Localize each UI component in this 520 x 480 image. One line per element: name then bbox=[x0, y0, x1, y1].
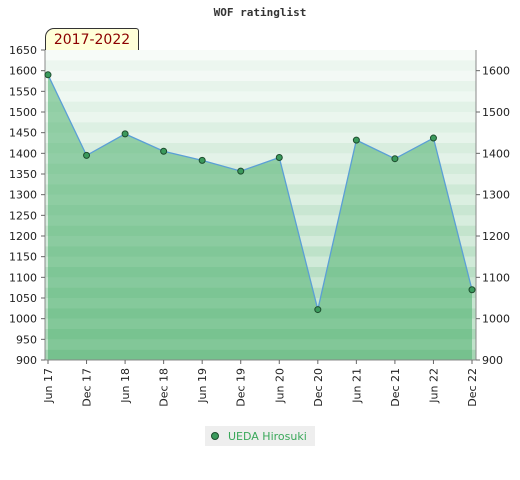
x-tick-label: Jun 17 bbox=[42, 368, 55, 404]
x-tick-label: Dec 21 bbox=[389, 368, 402, 407]
data-point bbox=[391, 155, 399, 163]
left-tick-label: 1450 bbox=[9, 127, 37, 140]
x-tick-label: Dec 17 bbox=[81, 368, 94, 407]
series-line bbox=[47, 74, 473, 310]
data-point bbox=[314, 306, 322, 314]
data-point bbox=[468, 286, 476, 294]
right-tick-label: 1500 bbox=[482, 106, 510, 119]
background-band bbox=[45, 153, 476, 164]
right-tick-label: 1300 bbox=[482, 189, 510, 202]
data-point bbox=[198, 156, 206, 164]
left-tick-label: 1350 bbox=[9, 168, 37, 181]
x-tick-label: Dec 18 bbox=[158, 368, 171, 407]
data-point bbox=[83, 151, 91, 159]
x-tick-label: Dec 20 bbox=[312, 368, 325, 407]
data-point bbox=[44, 71, 52, 79]
left-tick-label: 1500 bbox=[9, 106, 37, 119]
left-tick-label: 950 bbox=[16, 333, 37, 346]
left-tick-label: 1150 bbox=[9, 251, 37, 264]
background-band bbox=[45, 91, 476, 102]
left-tick-label: 1250 bbox=[9, 209, 37, 222]
left-tick-label: 1100 bbox=[9, 271, 37, 284]
background-band bbox=[45, 81, 476, 92]
background-band bbox=[45, 101, 476, 112]
x-tick-label: Jun 22 bbox=[427, 368, 440, 404]
x-tick-label: Jun 18 bbox=[119, 368, 132, 404]
data-point bbox=[237, 167, 245, 175]
left-tick-label: 1550 bbox=[9, 85, 37, 98]
left-tick-label: 1300 bbox=[9, 189, 37, 202]
x-tick-label: Jun 21 bbox=[350, 368, 363, 404]
background-band bbox=[45, 132, 476, 143]
x-tick-label: Dec 22 bbox=[466, 368, 479, 407]
right-tick-label: 1100 bbox=[482, 271, 510, 284]
left-tick-label: 900 bbox=[16, 354, 37, 367]
right-tick-label: 1000 bbox=[482, 313, 510, 326]
background-band bbox=[45, 60, 476, 71]
series-area bbox=[48, 74, 472, 361]
right-tick-label: 1200 bbox=[482, 230, 510, 243]
left-tick-label: 1200 bbox=[9, 230, 37, 243]
background-band bbox=[45, 122, 476, 133]
x-tick-label: Dec 19 bbox=[235, 368, 248, 407]
right-tick-label: 900 bbox=[482, 354, 503, 367]
data-point bbox=[160, 147, 168, 155]
data-point bbox=[429, 134, 437, 142]
background-band bbox=[45, 50, 476, 61]
left-tick-label: 1050 bbox=[9, 292, 37, 305]
data-point bbox=[121, 130, 129, 138]
period-badge: 2017-2022 bbox=[45, 28, 139, 50]
background-band bbox=[45, 70, 476, 81]
left-tick-label: 1650 bbox=[9, 44, 37, 57]
background-band bbox=[45, 143, 476, 154]
right-tick-label: 1600 bbox=[482, 65, 510, 78]
legend-label: UEDA Hirosuki bbox=[228, 429, 307, 443]
right-tick-label: 1400 bbox=[482, 147, 510, 160]
x-tick-label: Jun 20 bbox=[273, 368, 286, 404]
left-tick-label: 1400 bbox=[9, 147, 37, 160]
data-point bbox=[352, 136, 360, 144]
chart-title: WOF ratinglist bbox=[213, 6, 307, 19]
legend-marker-icon bbox=[211, 432, 219, 440]
legend: UEDA Hirosuki bbox=[205, 426, 315, 446]
left-tick-label: 1000 bbox=[9, 313, 37, 326]
data-point bbox=[275, 153, 283, 161]
left-tick-label: 1600 bbox=[9, 65, 37, 78]
background-band bbox=[45, 112, 476, 123]
x-tick-label: Jun 19 bbox=[196, 368, 209, 404]
